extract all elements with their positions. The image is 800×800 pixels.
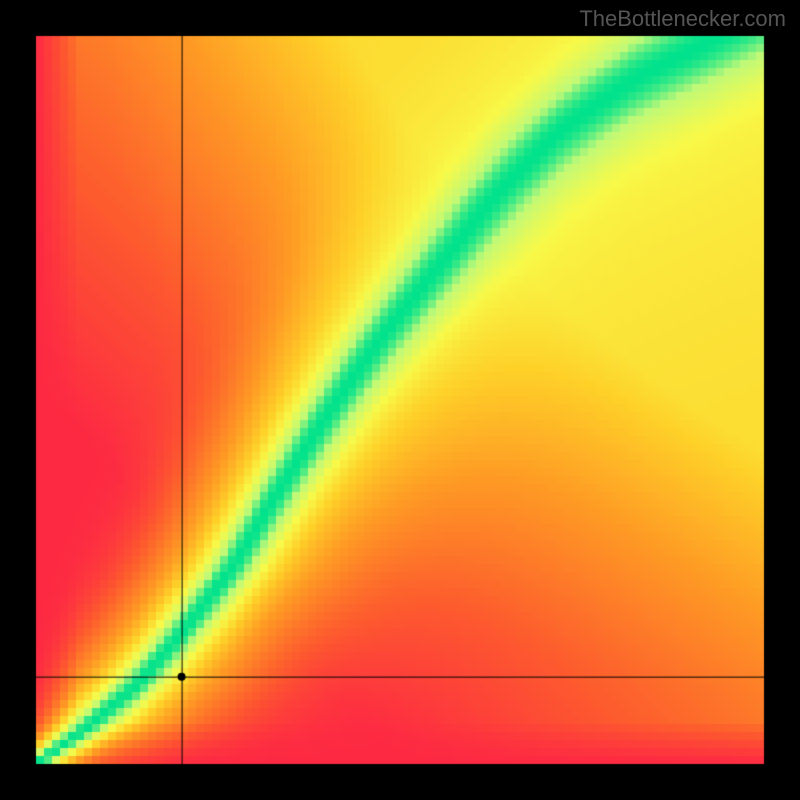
bottleneck-heatmap — [0, 0, 800, 800]
watermark-label: TheBottlenecker.com — [579, 6, 786, 32]
chart-container: TheBottlenecker.com — [0, 0, 800, 800]
